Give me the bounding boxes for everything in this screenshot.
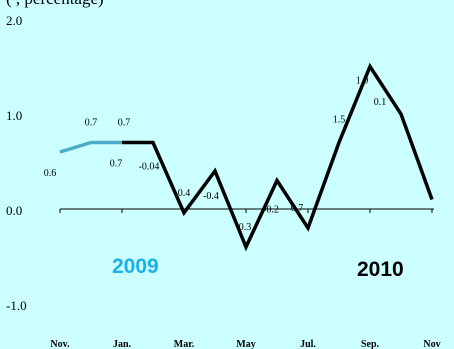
data-label: 0.7 [118, 118, 131, 129]
x-axis-tickmarks [59, 209, 433, 213]
y-tick-label: 0.0 [6, 203, 22, 218]
data-label: -0.4 [203, 191, 219, 202]
x-tick-label: May [236, 339, 255, 349]
y-axis-ticks: 2.0 1.0 0.0 -1.0 [6, 13, 27, 313]
x-tick-label: Mar. [174, 339, 195, 349]
x-axis-tick-labels: Nov. Jan. Mar. May Jul. Sep. Nov [50, 339, 440, 349]
data-label: 1.0 [356, 76, 369, 87]
data-label: 0.7 [110, 159, 123, 170]
data-label: -0.2 [263, 205, 279, 216]
x-tick-label: Sep. [361, 339, 380, 349]
year-label-2010: 2010 [357, 258, 404, 281]
data-label: -0.04 [139, 162, 160, 173]
y-tick-label: 1.0 [6, 108, 22, 123]
data-label: 0.6 [44, 168, 57, 179]
data-label: 0.4 [178, 188, 191, 199]
data-label: 0.1 [374, 97, 387, 108]
series-line-2010 [122, 62, 434, 252]
series-lines [59, 62, 434, 252]
data-labels: 0.6 0.7 0.7 0.7 -0.04 0.4 -0.4 0.3 -0.2 0.7 1.5 1.0… [44, 76, 387, 234]
x-tick-label: Nov [423, 339, 440, 349]
chart-title-fragment: ( , percentage) [6, 0, 104, 8]
year-label-2009: 2009 [112, 255, 159, 278]
data-label: 0.7 [291, 203, 304, 214]
x-tick-label: Jul. [300, 339, 316, 349]
y-tick-label: 2.0 [6, 13, 22, 28]
series-line-2009 [59, 140, 122, 154]
x-tick-label: Nov. [50, 339, 70, 349]
y-tick-label: -1.0 [6, 298, 27, 313]
x-tick-label: Jan. [113, 339, 132, 349]
data-label: 0.3 [239, 222, 252, 233]
data-label: 1.5 [333, 115, 346, 126]
data-label: 0.7 [85, 118, 98, 129]
